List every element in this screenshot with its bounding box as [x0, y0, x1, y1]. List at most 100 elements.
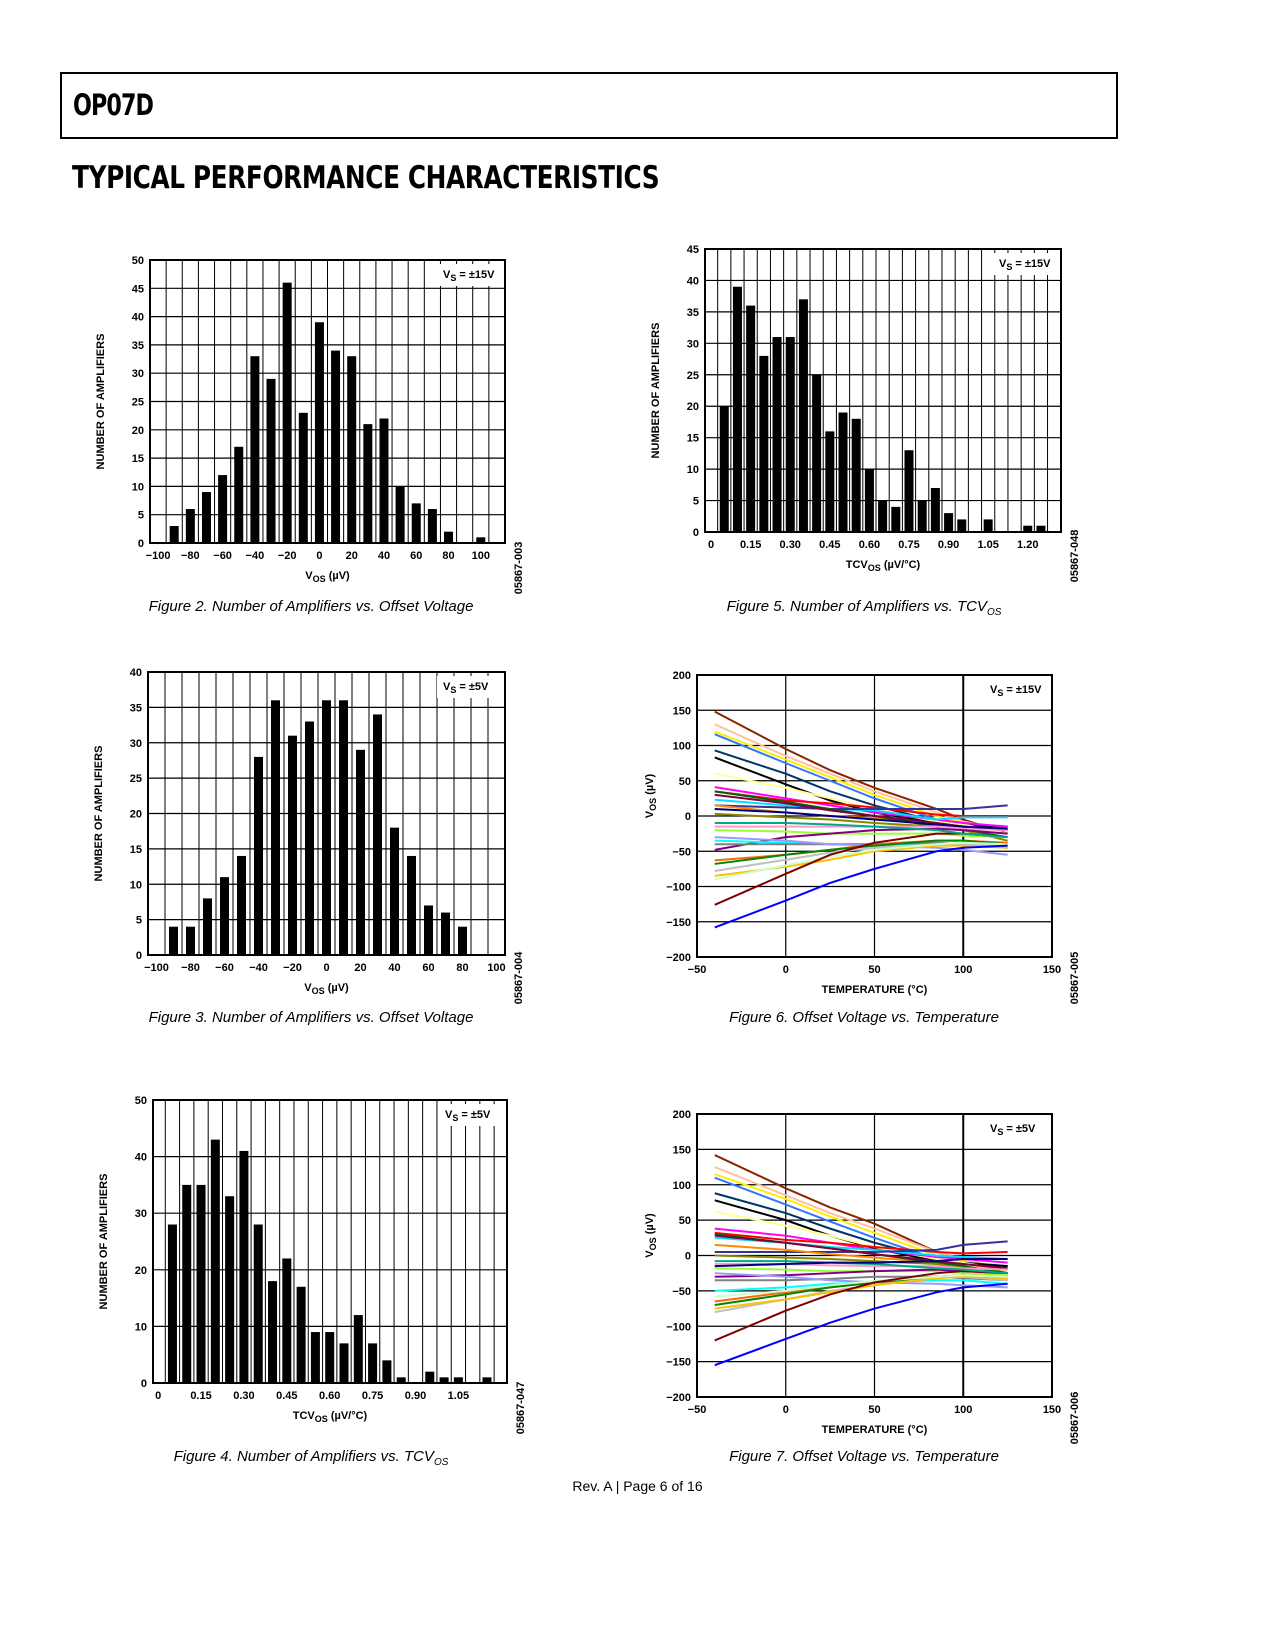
histogram-bar [825, 431, 835, 532]
x-tick-label: −40 [249, 962, 268, 974]
x-tick-label: −60 [215, 962, 234, 974]
fig6-chart: VS = ±15V −50 0 50 100 150 −200 −150 −100 −50 0 50 1… [644, 670, 1081, 1004]
histogram-bar [458, 926, 467, 955]
figure-caption: Figure 7. Offset Voltage vs. Temperature [729, 1448, 999, 1465]
histogram-bar [719, 406, 729, 532]
series-line [714, 710, 1008, 835]
y-tick-label: −100 [666, 882, 691, 894]
y-tick-label: 0 [136, 950, 142, 962]
x-tick-label: 50 [868, 1404, 880, 1416]
y-tick-label: 20 [687, 401, 699, 413]
histogram-bar [325, 1332, 335, 1383]
figure-caption: Figure 2. Number of Amplifiers vs. Offse… [149, 598, 474, 615]
histogram-bar [186, 926, 195, 955]
series-line [714, 1275, 1008, 1282]
series-line [714, 804, 1008, 810]
x-tick-label: 20 [354, 962, 366, 974]
histogram-bar [253, 1224, 263, 1383]
histogram-bar [476, 537, 486, 543]
histogram-bar [390, 827, 399, 955]
histogram-bar [1036, 525, 1046, 532]
x-tick-label: 0 [155, 1390, 161, 1402]
y-tick-label: −50 [672, 846, 691, 858]
histogram-bar [296, 1286, 306, 1383]
y-tick-label: 35 [687, 307, 699, 319]
caption-subscript: OS [986, 607, 1002, 618]
legend-box [993, 253, 1055, 275]
series-line [714, 1270, 1008, 1342]
figure-id: 05867-048 [1069, 530, 1081, 583]
plot-frame [696, 674, 1053, 958]
series-line [714, 723, 1008, 832]
x-tick-label: 1.20 [1017, 539, 1038, 551]
legend-label: VS = ±5V [443, 681, 489, 695]
x-tick-label: 0.15 [190, 1390, 211, 1402]
fig4-chart: VS = ±5V 0 0.15 0.30 0.45 0.60 0.75 0.90 1.05 0 10… [98, 1095, 527, 1434]
histogram-bar [759, 355, 769, 532]
histogram-bar [268, 1281, 278, 1383]
y-tick-label: 40 [130, 667, 142, 679]
y-tick-label: 45 [132, 283, 144, 295]
y-tick-label: −100 [666, 1321, 691, 1333]
x-tick-label: −80 [181, 962, 200, 974]
histogram-bar [373, 714, 382, 955]
section-title: TYPICAL PERFORMANCE CHARACTERISTICS [72, 160, 660, 196]
x-tick-label: 100 [954, 964, 972, 976]
legend-label: VS = ±5V [445, 1109, 491, 1123]
y-tick-label: 200 [673, 670, 691, 682]
y-tick-label: 15 [132, 453, 144, 465]
legend-label: VS = ±15V [990, 684, 1042, 698]
histogram-bar [904, 450, 914, 532]
x-tick-label: 100 [954, 1404, 972, 1416]
series-line [714, 1260, 1008, 1275]
x-tick-label: 1.05 [977, 539, 998, 551]
x-tick-label: 80 [442, 550, 454, 562]
x-tick-label: −50 [688, 964, 707, 976]
x-tick-label: −100 [144, 962, 169, 974]
plot-frame [696, 1113, 1053, 1398]
histogram-bar [439, 1377, 449, 1383]
histogram-bar [396, 1377, 406, 1383]
y-axis-label: NUMBER OF AMPLIFIERS [93, 746, 105, 882]
x-axis-label: VOS (µV) [305, 570, 350, 584]
caption-text: Figure 2. Number of Amplifiers vs. Offse… [148, 598, 474, 615]
histogram-bar [482, 1377, 492, 1383]
y-tick-label: 10 [687, 464, 699, 476]
y-tick-label: 5 [693, 496, 699, 508]
y-axis-label: NUMBER OF AMPLIFIERS [95, 334, 107, 470]
y-tick-label: 50 [132, 255, 144, 267]
y-tick-label: −150 [666, 1357, 691, 1369]
y-tick-label: 40 [132, 312, 144, 324]
x-tick-label: −80 [181, 550, 200, 562]
y-tick-label: 15 [130, 844, 142, 856]
y-tick-label: 5 [136, 915, 142, 927]
fig3-chart: VS = ±5V −100 −80 −60 −40 −20 0 20 40 60 80 100 0 5 10… [93, 667, 525, 1004]
x-tick-label: 150 [1043, 1404, 1061, 1416]
histogram-bar [944, 513, 954, 532]
histogram-bar [1023, 525, 1033, 532]
series-line [714, 798, 1008, 821]
histogram-bar [196, 1184, 206, 1383]
x-tick-label: 0.30 [780, 539, 801, 551]
x-axis-label: VOS (µV) [304, 982, 349, 996]
y-tick-label: 50 [679, 776, 691, 788]
y-axis-label: VOS (µV) [644, 773, 658, 818]
series-line [714, 790, 1008, 817]
series-line [714, 1173, 1008, 1270]
x-axis-label: TCVOS (µV/°C) [293, 1410, 368, 1424]
histogram-bar [356, 749, 365, 955]
x-tick-label: 0.60 [319, 1390, 340, 1402]
caption-text: Figure 7. Offset Voltage vs. Temperature [729, 1448, 999, 1465]
histogram-bar [957, 519, 967, 532]
histogram-bar [798, 299, 808, 532]
x-tick-label: −20 [278, 550, 297, 562]
histogram-bar [314, 322, 324, 543]
histogram-bar [169, 526, 179, 543]
y-tick-label: 25 [687, 370, 699, 382]
histogram-bar [185, 509, 195, 543]
x-axis-label: TEMPERATURE (°C) [822, 984, 928, 996]
x-tick-label: 0 [783, 964, 789, 976]
caption-text: Figure 5. Number of Amplifiers vs. TCV [726, 598, 987, 615]
caption-text: Figure 6. Offset Voltage vs. Temperature [729, 1009, 999, 1026]
